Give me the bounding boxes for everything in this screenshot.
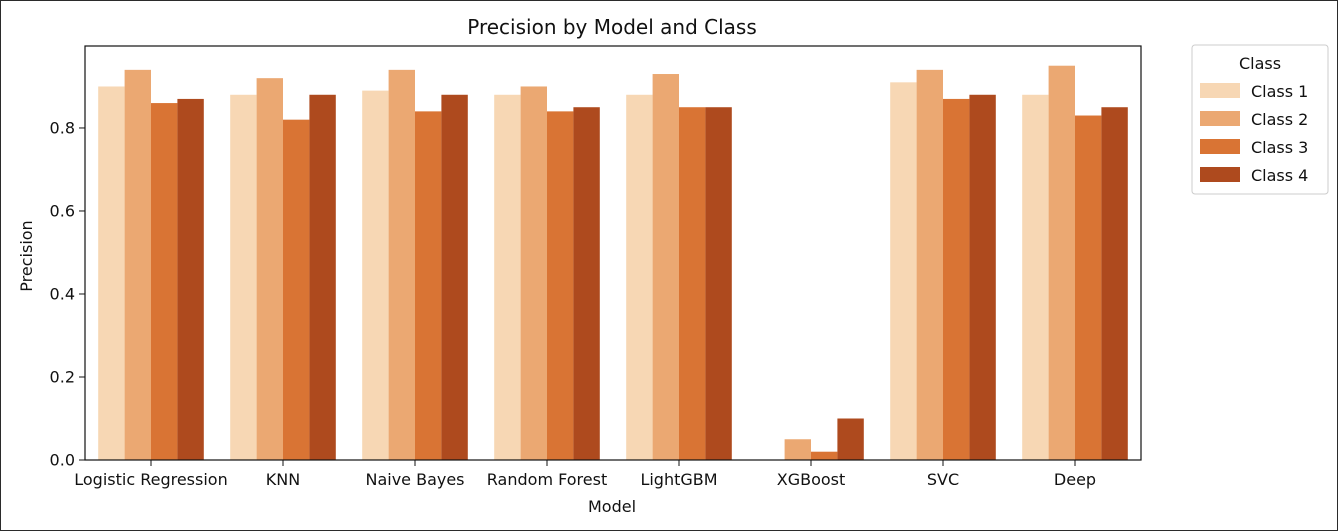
bar-class-2-logistic-regression [124,69,151,461]
bar-class-1-naive-bayes [362,90,389,461]
x-tick-label: Logistic Regression [74,470,227,489]
bar-class-1-svc [890,82,917,460]
bar-class-2-knn [256,78,283,461]
y-tick-label: 0.0 [50,451,75,470]
y-tick-label: 0.2 [50,367,75,386]
bar-class-2-xgboost [784,439,811,460]
x-tick-label: SVC [927,470,959,489]
bar-class-4-naive-bayes [441,94,468,461]
bar-class-3-deep [1075,115,1102,461]
y-tick-label: 0.8 [50,118,75,137]
legend-label-class-3: Class 3 [1251,138,1308,157]
bar-class-4-logistic-regression [177,98,204,461]
legend-label-class-4: Class 4 [1251,166,1308,185]
bar-class-2-deep [1048,65,1075,461]
bar-class-3-knn [283,119,310,461]
bars-group [98,65,1128,461]
y-axis-label: Precision [17,220,36,291]
x-tick-label: KNN [266,470,300,489]
legend-label-class-1: Class 1 [1251,82,1308,101]
bar-class-2-lightgbm [652,74,679,461]
chart-title: Precision by Model and Class [467,15,757,39]
bar-class-4-svc [969,94,996,461]
legend-label-class-2: Class 2 [1251,110,1308,129]
bar-class-2-random-forest [520,86,547,460]
bar-class-4-lightgbm [705,107,732,460]
bar-class-3-svc [943,98,970,461]
legend-title: Class [1239,54,1281,73]
legend-swatch-class-2 [1200,111,1240,126]
x-tick-label: Deep [1054,470,1096,489]
plot-area-border [84,45,1142,461]
bar-class-2-svc [916,69,943,461]
bar-class-2-naive-bayes [388,69,415,461]
y-tick-label: 0.4 [50,284,75,303]
x-axis-label: Model [588,497,636,516]
x-tick-label: LightGBM [640,470,717,489]
legend-swatch-class-1 [1200,83,1240,98]
bar-class-1-logistic-regression [98,86,125,460]
bar-class-3-naive-bayes [415,111,442,461]
bar-class-3-random-forest [547,111,574,461]
bar-class-4-deep [1101,107,1128,460]
bar-class-1-knn [230,94,257,461]
bar-class-1-lightgbm [626,94,653,461]
bar-class-3-xgboost [811,451,838,460]
legend-box [1191,44,1329,195]
x-tick-label: Naive Bayes [365,470,464,489]
y-axis: 0.0 0.2 0.4 0.6 0.8 [50,118,85,470]
x-tick-label: XGBoost [777,470,846,489]
bar-class-4-xgboost [837,418,864,460]
bar-class-4-random-forest [573,107,600,460]
x-axis: Logistic Regression KNN Naive Bayes Random … [74,460,1096,489]
legend-swatch-class-4 [1200,167,1240,182]
bar-class-1-deep [1022,94,1049,461]
bar-class-3-lightgbm [679,107,706,460]
x-tick-label: Random Forest [487,470,607,489]
y-tick-label: 0.6 [50,201,75,220]
legend: Class Class 1 Class 2 Class 3 Class 4 [1191,44,1329,195]
bar-class-3-logistic-regression [151,103,178,460]
legend-swatch-class-3 [1200,139,1240,154]
bar-class-4-knn [309,94,336,461]
bar-class-1-random-forest [494,94,521,461]
